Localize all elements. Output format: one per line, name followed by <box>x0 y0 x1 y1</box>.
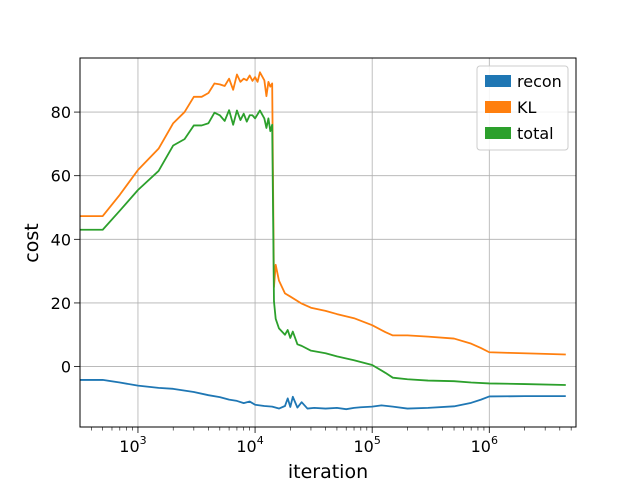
y-tick-label: 0 <box>61 358 71 377</box>
legend-swatch-recon <box>485 75 511 87</box>
legend-swatch-total <box>485 127 511 139</box>
series-layer <box>80 71 566 411</box>
x-tick-label: 104 <box>236 434 263 456</box>
series-line-recon <box>80 379 566 411</box>
legend-swatch-KL <box>485 101 511 113</box>
x-tick-label: 105 <box>354 434 381 456</box>
legend-label-total: total <box>517 124 554 143</box>
y-tick-label: 60 <box>51 167 71 186</box>
x-tick-label: 103 <box>119 434 146 456</box>
legend: recon KL total <box>476 65 569 151</box>
series-line-total <box>80 109 566 386</box>
x-tick-exponent: 4 <box>257 434 264 447</box>
y-tick-label: 80 <box>51 103 71 122</box>
x-tick-label: 106 <box>471 434 498 456</box>
y-tick-label: 40 <box>51 230 71 249</box>
x-tick-base: 10 <box>471 437 491 456</box>
legend-label-recon: recon <box>517 72 562 91</box>
x-tick-exponent: 6 <box>491 434 498 447</box>
x-tick-base: 10 <box>119 437 139 456</box>
series-line-KL <box>80 71 566 356</box>
x-axis-label: iteration <box>288 461 368 480</box>
y-axis-label: cost <box>21 223 43 262</box>
y-tick-label: 20 <box>51 294 71 313</box>
x-tick-exponent: 5 <box>374 434 381 447</box>
legend-label-KL: KL <box>517 98 536 117</box>
x-tick-base: 10 <box>236 437 256 456</box>
plot-frame <box>79 57 577 428</box>
x-tick-base: 10 <box>354 437 374 456</box>
x-tick-exponent: 3 <box>140 434 147 447</box>
